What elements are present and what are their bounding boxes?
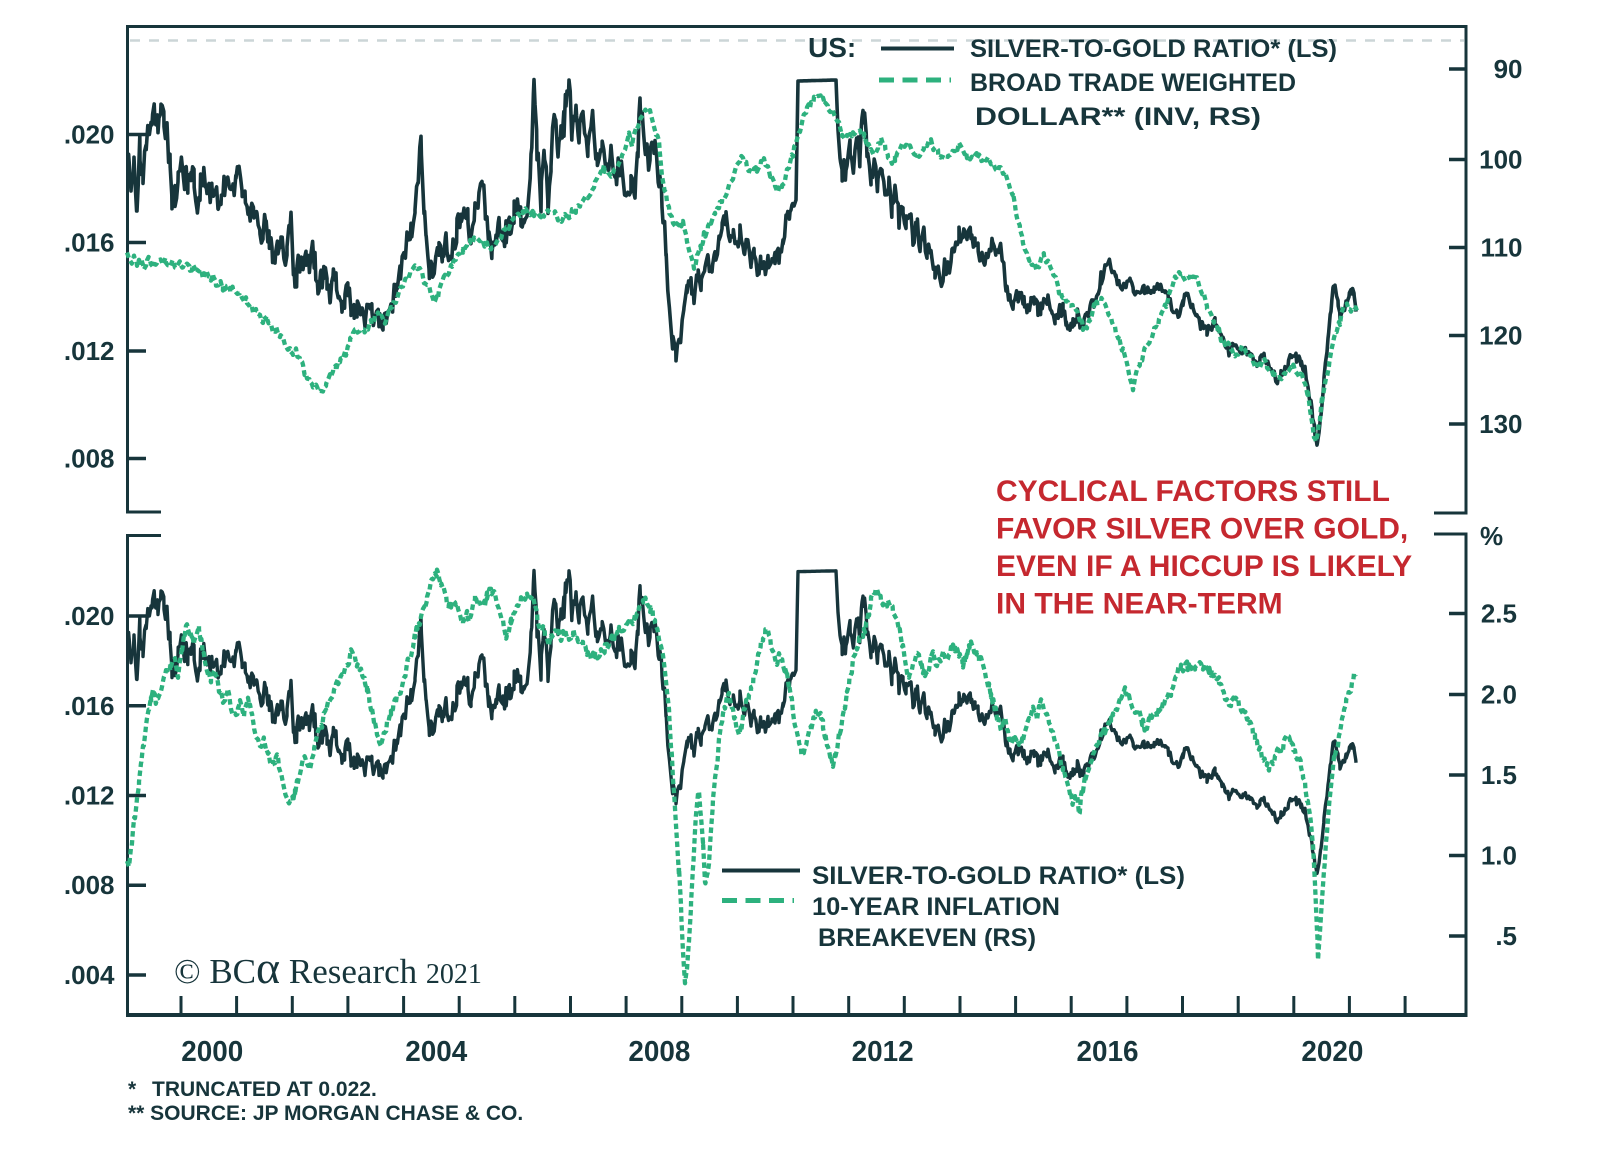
svg-text:1.0: 1.0 [1481, 841, 1517, 871]
svg-text:%: % [1480, 521, 1503, 551]
svg-text:2016: 2016 [1077, 1036, 1139, 1068]
svg-text:US:: US: [808, 32, 856, 63]
svg-text:2008: 2008 [628, 1036, 690, 1068]
svg-text:120: 120 [1479, 321, 1522, 351]
svg-text:.5: .5 [1495, 921, 1517, 951]
svg-text:.016: .016 [64, 691, 115, 721]
svg-text:IN THE NEAR-TERM: IN THE NEAR-TERM [996, 588, 1283, 621]
svg-text:SILVER-TO-GOLD RATIO* (LS): SILVER-TO-GOLD RATIO* (LS) [970, 35, 1337, 63]
svg-text:2020: 2020 [1301, 1036, 1363, 1068]
svg-text:.020: .020 [64, 601, 115, 631]
svg-text:2000: 2000 [181, 1036, 243, 1068]
svg-text:.004: .004 [64, 960, 115, 990]
svg-text:2004: 2004 [405, 1036, 467, 1068]
svg-text:2.5: 2.5 [1481, 599, 1517, 629]
svg-text:100: 100 [1479, 145, 1522, 175]
svg-text:.020: .020 [64, 120, 115, 150]
svg-text:BROAD TRADE WEIGHTED: BROAD TRADE WEIGHTED [970, 69, 1296, 97]
svg-text:.016: .016 [64, 228, 115, 258]
svg-text:*: * [128, 1078, 137, 1101]
svg-text:2.0: 2.0 [1481, 680, 1517, 710]
svg-text:EVEN IF A HICCUP IS LIKELY: EVEN IF A HICCUP IS LIKELY [996, 550, 1412, 583]
svg-text:** SOURCE: JP MORGAN CHASE & C: ** SOURCE: JP MORGAN CHASE & CO. [128, 1102, 523, 1125]
svg-text:.012: .012 [64, 781, 115, 811]
svg-text:.008: .008 [64, 870, 115, 900]
svg-text:110: 110 [1481, 233, 1523, 263]
svg-text:BREAKEVEN (RS): BREAKEVEN (RS) [818, 924, 1036, 952]
svg-text:DOLLAR** (INV, RS): DOLLAR** (INV, RS) [975, 103, 1261, 131]
svg-text:1.5: 1.5 [1481, 760, 1517, 790]
svg-text:.012: .012 [64, 336, 115, 366]
svg-text:2012: 2012 [852, 1036, 914, 1068]
svg-text:TRUNCATED AT 0.022.: TRUNCATED AT 0.022. [152, 1078, 377, 1101]
svg-text:10-YEAR INFLATION: 10-YEAR INFLATION [812, 893, 1060, 921]
svg-text:130: 130 [1479, 409, 1522, 439]
svg-text:90: 90 [1494, 54, 1523, 84]
svg-text:FAVOR SILVER OVER GOLD,: FAVOR SILVER OVER GOLD, [996, 513, 1408, 546]
svg-text:.008: .008 [64, 444, 115, 474]
svg-text:CYCLICAL FACTORS STILL: CYCLICAL FACTORS STILL [996, 475, 1390, 508]
svg-text:SILVER-TO-GOLD RATIO* (LS): SILVER-TO-GOLD RATIO* (LS) [812, 862, 1185, 890]
